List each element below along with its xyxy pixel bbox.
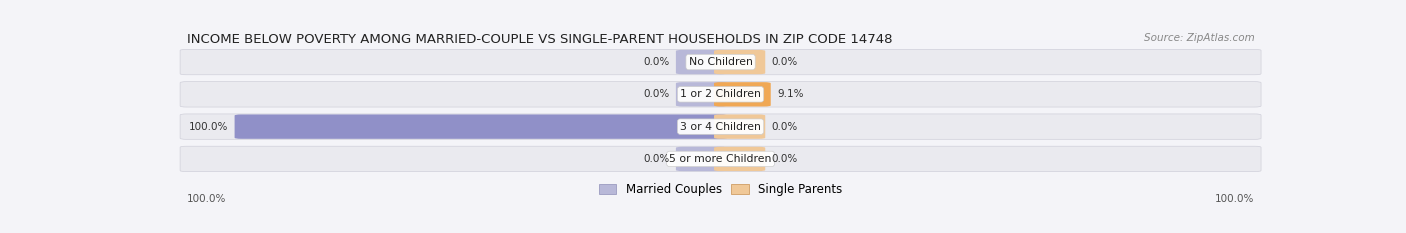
FancyBboxPatch shape	[714, 114, 765, 139]
Text: No Children: No Children	[689, 57, 752, 67]
FancyBboxPatch shape	[714, 82, 770, 106]
FancyBboxPatch shape	[235, 114, 727, 139]
Text: Source: ZipAtlas.com: Source: ZipAtlas.com	[1143, 33, 1254, 43]
Text: 1 or 2 Children: 1 or 2 Children	[681, 89, 761, 99]
Text: 0.0%: 0.0%	[772, 122, 799, 132]
Text: INCOME BELOW POVERTY AMONG MARRIED-COUPLE VS SINGLE-PARENT HOUSEHOLDS IN ZIP COD: INCOME BELOW POVERTY AMONG MARRIED-COUPL…	[187, 33, 893, 46]
FancyBboxPatch shape	[714, 147, 765, 171]
Text: 9.1%: 9.1%	[778, 89, 804, 99]
Text: 3 or 4 Children: 3 or 4 Children	[681, 122, 761, 132]
Text: 0.0%: 0.0%	[772, 154, 799, 164]
FancyBboxPatch shape	[180, 114, 1261, 139]
Text: 100.0%: 100.0%	[187, 194, 226, 204]
FancyBboxPatch shape	[676, 50, 727, 74]
Legend: Married Couples, Single Parents: Married Couples, Single Parents	[595, 180, 846, 200]
Text: 0.0%: 0.0%	[772, 57, 799, 67]
Text: 0.0%: 0.0%	[643, 57, 669, 67]
Text: 5 or more Children: 5 or more Children	[669, 154, 772, 164]
Text: 0.0%: 0.0%	[643, 89, 669, 99]
FancyBboxPatch shape	[714, 50, 765, 74]
Text: 100.0%: 100.0%	[1215, 194, 1254, 204]
FancyBboxPatch shape	[180, 82, 1261, 107]
Text: 0.0%: 0.0%	[643, 154, 669, 164]
Text: 100.0%: 100.0%	[188, 122, 228, 132]
FancyBboxPatch shape	[676, 82, 727, 106]
FancyBboxPatch shape	[180, 49, 1261, 75]
FancyBboxPatch shape	[180, 146, 1261, 172]
FancyBboxPatch shape	[676, 147, 727, 171]
